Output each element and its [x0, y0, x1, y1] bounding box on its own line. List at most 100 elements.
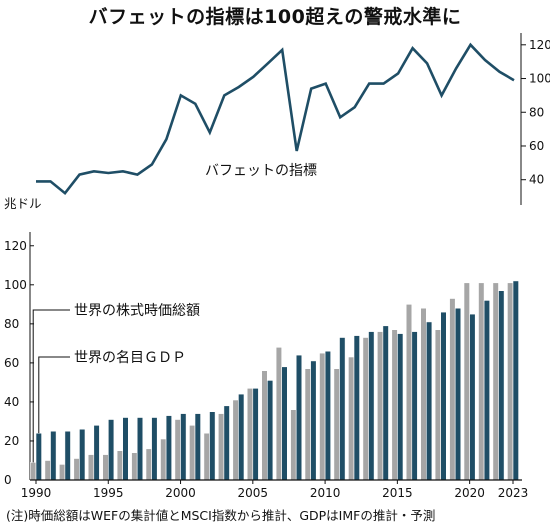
- bar-gdp: [295, 354, 303, 481]
- x-tick-label: 2015: [382, 486, 413, 500]
- x-tick-label: 2005: [238, 486, 269, 500]
- y-tick-label: 60: [529, 139, 544, 153]
- series-label-buffett-indicator: バフェットの指標: [205, 163, 317, 179]
- y-tick-label: 40: [4, 395, 19, 409]
- bar-gdp: [483, 300, 491, 481]
- bar-market-cap: [492, 282, 499, 481]
- y-tick-label: 80: [4, 317, 19, 331]
- bar-market-cap: [131, 452, 138, 481]
- bar-gdp: [266, 380, 274, 481]
- bar-gdp: [93, 424, 100, 481]
- bar-market-cap: [319, 352, 326, 481]
- x-tick-label: 1990: [21, 486, 52, 500]
- bar-gdp: [194, 413, 201, 481]
- y-tick-label: 0: [4, 473, 12, 487]
- bar-gdp: [108, 419, 115, 481]
- bar-market-cap: [420, 307, 427, 481]
- x-tick-label: 2023: [498, 486, 529, 500]
- x-tick-label: 2010: [310, 486, 341, 500]
- bar-gdp: [353, 335, 360, 481]
- bar-market-cap: [246, 387, 254, 481]
- bar-gdp: [397, 333, 404, 481]
- bar-gdp: [454, 307, 462, 481]
- bar-gdp: [469, 313, 476, 481]
- leader-line-gdp: [38, 356, 70, 434]
- bar-gdp: [324, 350, 332, 481]
- bar-gdp: [223, 405, 230, 481]
- y-tick-label: 100: [4, 278, 27, 292]
- x-tick-label: 2020: [454, 486, 485, 500]
- bar-market-cap: [87, 454, 95, 481]
- bar-gdp: [382, 325, 389, 481]
- bar-gdp: [252, 387, 259, 481]
- bar-gdp: [425, 321, 433, 481]
- bar-market-cap: [290, 409, 297, 481]
- bar-gdp: [122, 417, 129, 481]
- bar-market-cap: [102, 454, 109, 481]
- bar-market-cap: [58, 464, 66, 481]
- bar-market-cap: [275, 346, 283, 481]
- bar-market-cap: [116, 450, 123, 481]
- bar-market-cap: [30, 462, 37, 481]
- bar-gdp: [64, 430, 71, 481]
- series-label-gdp: 世界の名目ＧＤＰ: [74, 350, 186, 366]
- bar-market-cap: [304, 368, 311, 481]
- y-tick-label: 80: [529, 105, 544, 119]
- bar-market-cap: [232, 399, 239, 481]
- bar-market-cap: [174, 419, 181, 481]
- series-label-market-cap: 世界の株式時価総額: [74, 303, 200, 319]
- bar-gdp: [165, 415, 173, 481]
- bar-gdp: [238, 393, 245, 481]
- bar-market-cap: [434, 329, 442, 481]
- bar-gdp: [339, 337, 346, 481]
- bar-market-cap: [405, 303, 413, 481]
- x-tick-label: 2000: [165, 486, 196, 500]
- y-tick-label: 40: [529, 173, 544, 187]
- bar-market-cap: [145, 448, 152, 481]
- unit-label: 兆ドル: [4, 196, 42, 211]
- bar-market-cap: [218, 413, 225, 481]
- bar-market-cap: [463, 282, 470, 481]
- market-cap-gdp-chart: 兆ドル 0 20 40 60 80 100 120 1990 1995 2000 2005 2010 20…: [4, 196, 528, 500]
- bar-gdp: [368, 331, 375, 481]
- bar-gdp: [35, 432, 42, 481]
- bar-market-cap: [391, 329, 398, 481]
- bar-gdp: [281, 366, 288, 481]
- leader-line-market-cap: [32, 309, 70, 463]
- y-tick-label: 100: [529, 72, 550, 86]
- bar-gdp: [79, 428, 86, 481]
- y-tick-label: 60: [4, 356, 19, 370]
- x-tick-label: 1995: [93, 486, 124, 500]
- bar-gdp: [209, 411, 216, 481]
- footnote: (注)時価総額はWEFの集計値とMSCI指数から推計、GDPはIMFの推計・予測: [6, 508, 436, 523]
- bar-market-cap: [478, 282, 485, 481]
- bar-market-cap: [160, 438, 167, 481]
- bar-gdp: [310, 360, 317, 481]
- bar-market-cap: [203, 432, 210, 481]
- bar-market-cap: [348, 356, 355, 481]
- bar-market-cap: [189, 424, 196, 481]
- bar-gdp: [136, 417, 144, 481]
- bar-gdp: [512, 280, 519, 481]
- bar-market-cap: [507, 282, 514, 481]
- bar-market-cap: [362, 337, 369, 481]
- bar-gdp: [498, 290, 505, 481]
- bar-market-cap: [449, 298, 456, 481]
- y-tick-label: 20: [4, 434, 19, 448]
- y-tick-label: 120: [529, 38, 550, 52]
- buffett-indicator-chart: 40 60 80 100 120 バフェットの指標: [36, 33, 550, 205]
- bar-market-cap: [73, 458, 80, 481]
- bar-market-cap: [333, 368, 340, 481]
- chart-title: バフェットの指標は100超えの警戒水準に: [88, 6, 462, 28]
- bar-gdp: [180, 413, 187, 481]
- bar-market-cap: [44, 460, 51, 481]
- bar-market-cap: [261, 370, 268, 481]
- bar-gdp: [440, 311, 447, 481]
- bar-market-cap: [376, 331, 384, 481]
- buffett-indicator-line: [36, 42, 515, 196]
- bar-gdp: [151, 417, 158, 481]
- y-tick-label: 120: [4, 239, 27, 253]
- bar-gdp: [411, 331, 418, 481]
- bar-gdp: [50, 430, 57, 481]
